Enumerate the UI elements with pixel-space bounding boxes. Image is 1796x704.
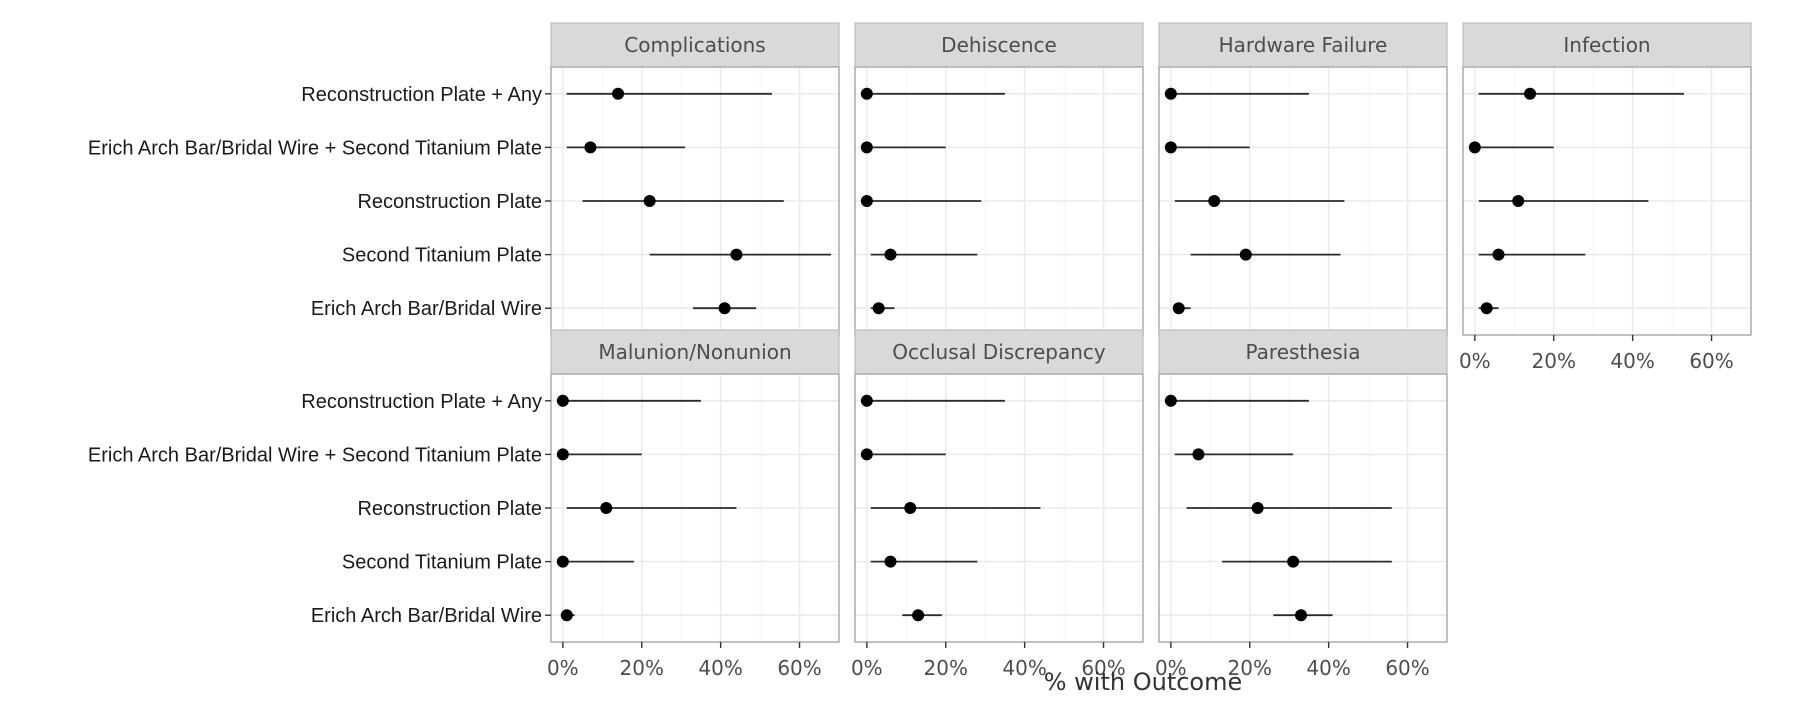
point-paresthesia-0 xyxy=(1164,394,1177,407)
point-malunion-nonunion-0 xyxy=(556,394,569,407)
point-hardware-failure-3 xyxy=(1239,248,1252,261)
point-paresthesia-1 xyxy=(1192,448,1205,461)
point-occlusal-discrepancy-2 xyxy=(904,502,917,514)
x-tick-label: 40% xyxy=(1002,656,1046,680)
point-dehiscence-2 xyxy=(860,195,873,207)
point-paresthesia-2 xyxy=(1251,502,1264,514)
x-tick-label: 0% xyxy=(1459,349,1491,373)
panel-border-infection xyxy=(1462,66,1752,336)
y-label: Reconstruction Plate + Any xyxy=(301,84,542,106)
panel-title-infection: Infection xyxy=(1563,33,1650,57)
point-infection-3 xyxy=(1492,248,1505,261)
point-occlusal-discrepancy-4 xyxy=(912,609,925,622)
point-malunion-nonunion-4 xyxy=(560,609,573,622)
panel-title-malunion-nonunion: Malunion/Nonunion xyxy=(598,340,791,364)
point-hardware-failure-0 xyxy=(1164,87,1177,100)
point-dehiscence-0 xyxy=(860,87,873,100)
x-tick-label: 20% xyxy=(620,656,664,680)
point-dehiscence-1 xyxy=(860,141,873,154)
panel-title-paresthesia: Paresthesia xyxy=(1246,340,1361,364)
x-tick-label: 20% xyxy=(1532,349,1576,373)
y-label: Reconstruction Plate + Any xyxy=(301,391,542,413)
panel-title-complications: Complications xyxy=(624,33,765,57)
point-complications-3 xyxy=(730,248,743,261)
point-complications-2 xyxy=(643,195,656,207)
panel-title-occlusal-discrepancy: Occlusal Discrepancy xyxy=(892,340,1106,364)
x-tick-label: 20% xyxy=(924,656,968,680)
x-tick-label: 60% xyxy=(1689,349,1733,373)
y-label: Erich Arch Bar/Bridal Wire + Second Tita… xyxy=(88,137,542,159)
x-tick-label: 20% xyxy=(1228,656,1272,680)
point-paresthesia-3 xyxy=(1287,555,1300,568)
x-tick-label: 0% xyxy=(851,656,883,680)
point-hardware-failure-4 xyxy=(1172,302,1185,315)
x-tick-label: 60% xyxy=(1081,656,1125,680)
point-complications-0 xyxy=(612,87,625,100)
point-paresthesia-4 xyxy=(1295,609,1308,622)
y-label: Erich Arch Bar/Bridal Wire xyxy=(311,298,542,320)
panel-border-occlusal-discrepancy xyxy=(854,373,1144,643)
x-tick-label: 40% xyxy=(1610,349,1654,373)
y-label: Reconstruction Plate xyxy=(357,498,542,520)
point-infection-0 xyxy=(1524,87,1537,100)
strip-occlusal-discrepancy xyxy=(854,329,1144,375)
point-infection-1 xyxy=(1468,141,1481,154)
x-tick-label: 60% xyxy=(777,656,821,680)
y-label: Reconstruction Plate xyxy=(357,191,542,213)
point-occlusal-discrepancy-0 xyxy=(860,394,873,407)
x-tick-label: 40% xyxy=(1306,656,1350,680)
y-label: Second Titanium Plate xyxy=(342,245,542,267)
point-occlusal-discrepancy-1 xyxy=(860,448,873,461)
panel-title-hardware-failure: Hardware Failure xyxy=(1219,33,1388,57)
point-complications-4 xyxy=(718,302,731,315)
strip-malunion-nonunion xyxy=(550,329,840,375)
x-tick-label: 60% xyxy=(1385,656,1429,680)
strip-hardware-failure xyxy=(1158,22,1448,68)
point-malunion-nonunion-1 xyxy=(556,448,569,461)
point-malunion-nonunion-3 xyxy=(556,555,569,568)
y-label: Erich Arch Bar/Bridal Wire xyxy=(311,605,542,627)
point-complications-1 xyxy=(584,141,597,154)
point-hardware-failure-1 xyxy=(1164,141,1177,154)
point-malunion-nonunion-2 xyxy=(600,502,613,514)
point-dehiscence-3 xyxy=(884,248,897,261)
x-tick-label: 40% xyxy=(698,656,742,680)
x-tick-label: 0% xyxy=(547,656,579,680)
strip-dehiscence xyxy=(854,22,1144,68)
y-label: Erich Arch Bar/Bridal Wire + Second Tita… xyxy=(88,444,542,466)
point-occlusal-discrepancy-3 xyxy=(884,555,897,568)
point-infection-2 xyxy=(1512,195,1525,207)
point-hardware-failure-2 xyxy=(1208,195,1221,207)
panel-border-paresthesia xyxy=(1158,373,1448,643)
strip-complications xyxy=(550,22,840,68)
x-tick-label: 0% xyxy=(1155,656,1187,680)
point-infection-4 xyxy=(1480,302,1493,315)
y-label: Second Titanium Plate xyxy=(342,552,542,574)
strip-paresthesia xyxy=(1158,329,1448,375)
x-axis-title: % with Outcome xyxy=(1044,668,1243,696)
strip-infection xyxy=(1462,22,1752,68)
panel-title-dehiscence: Dehiscence xyxy=(941,33,1057,57)
point-dehiscence-4 xyxy=(872,302,885,315)
